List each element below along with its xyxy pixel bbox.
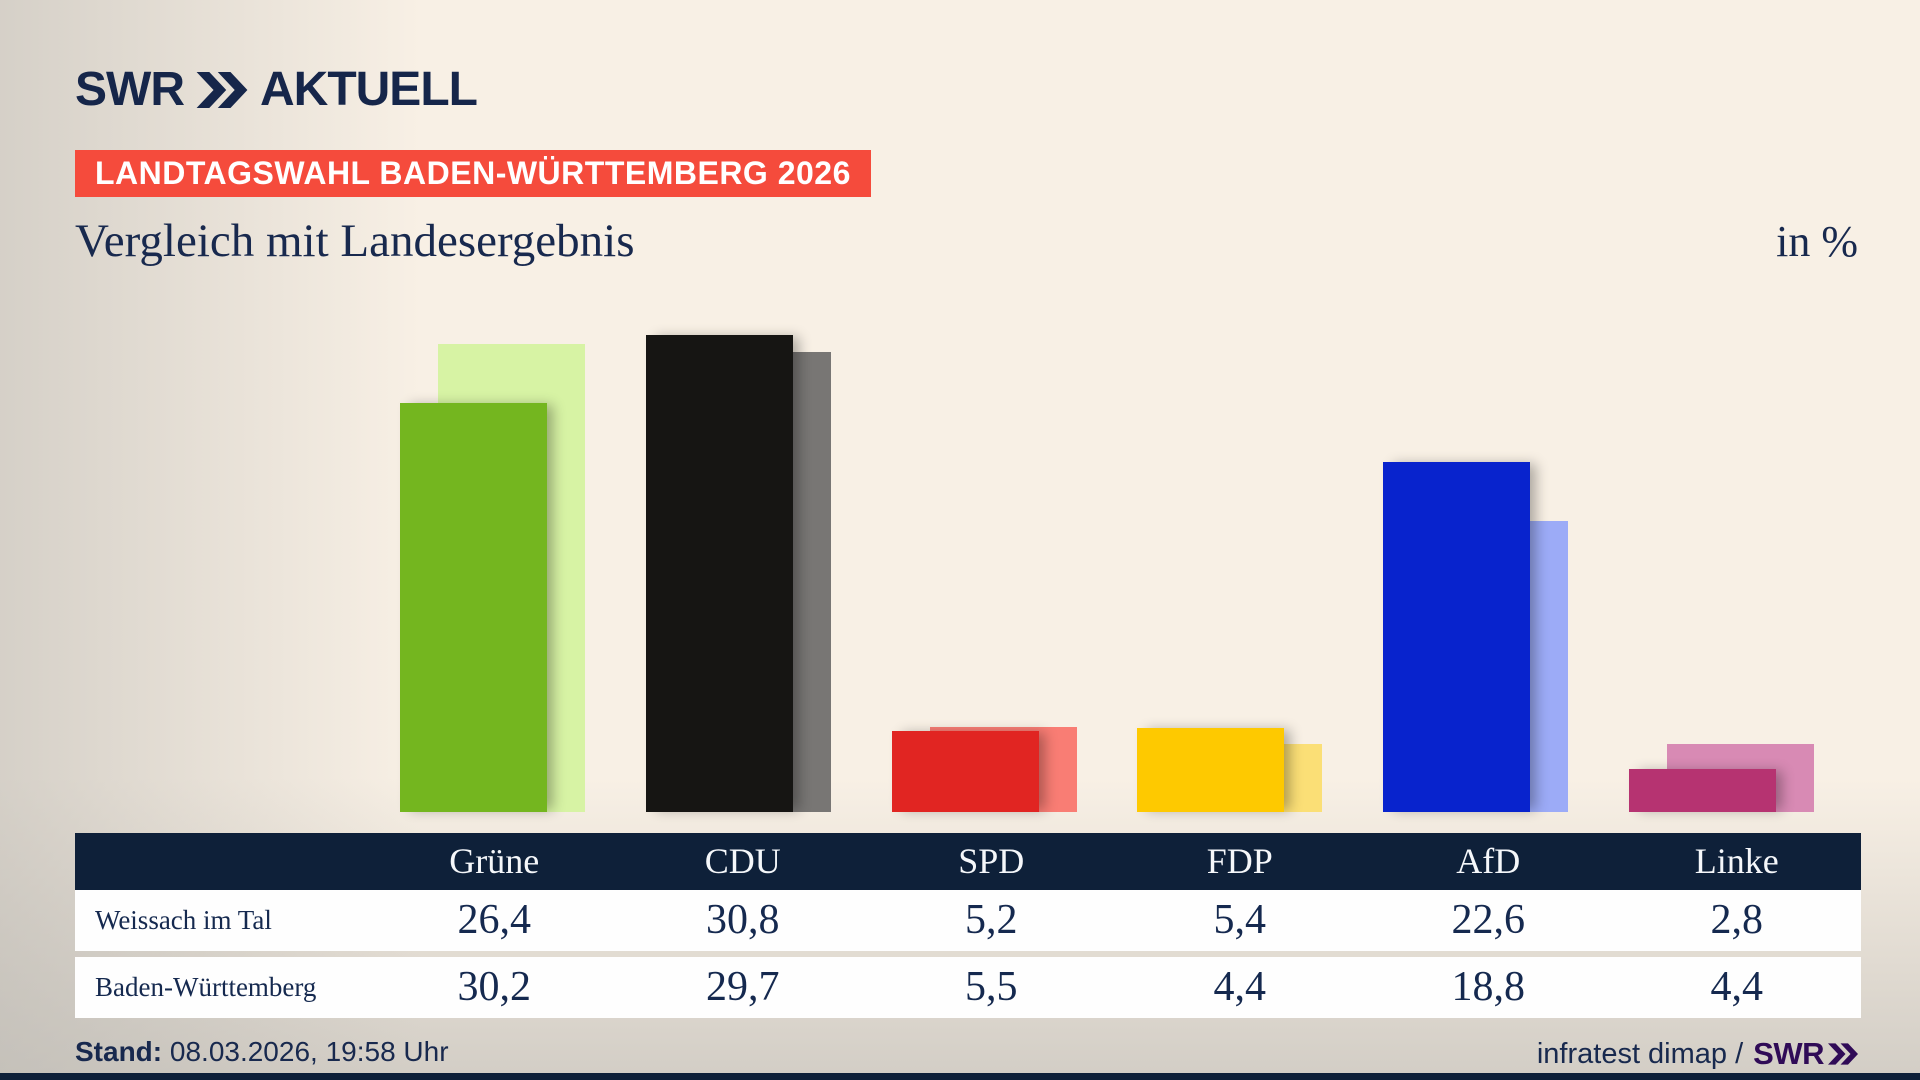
table-row: Weissach im Tal 26,4 30,8 5,2 5,4 22,6 2,8 — [75, 890, 1861, 951]
value-cell: 26,4 — [457, 897, 532, 943]
stand-value: 08.03.2026, 19:58 Uhr — [169, 1036, 449, 1067]
stand-text: Stand: 08.03.2026, 19:58 Uhr — [75, 1036, 449, 1068]
swr-chevrons-icon — [196, 71, 248, 108]
table-corner-cell — [75, 833, 370, 890]
party-column-header: SPD — [958, 841, 1025, 881]
value-cell: 18,8 — [1451, 964, 1526, 1010]
swr-aktuell-logo: SWR AKTUELL — [75, 62, 478, 117]
row-label: Weissach im Tal — [95, 905, 272, 935]
bar-weissach-im-tal-cdu — [645, 334, 793, 812]
value-cell: 4,4 — [1213, 964, 1267, 1010]
party-column-header: FDP — [1206, 841, 1273, 881]
stand-label: Stand: — [75, 1036, 163, 1067]
results-table: Grüne CDU SPD FDP AfD Linke Weissach im Tal 26… — [75, 833, 1861, 1018]
election-banner: LANDTAGSWAHL BADEN-WÜRTTEMBERG 2026 — [75, 150, 871, 197]
row-label: Baden-Württemberg — [95, 972, 317, 1002]
bottom-bar — [0, 1073, 1920, 1080]
value-cell: 29,7 — [706, 964, 780, 1010]
value-cell: 30,2 — [457, 964, 532, 1010]
bar-weissach-im-tal-grne — [400, 402, 547, 812]
aktuell-logo-text: AKTUELL — [259, 63, 478, 116]
swr-logo-text: SWR — [75, 63, 185, 116]
party-column-header: AfD — [1456, 841, 1521, 881]
value-cell: 22,6 — [1451, 897, 1526, 943]
table-row: Baden-Württemberg 30,2 29,7 5,5 4,4 18,8 4,4 — [75, 957, 1861, 1018]
page-title: Vergleich mit Landesergebnis — [75, 215, 635, 267]
unit-label: in % — [1776, 217, 1858, 266]
swr-footer-logo-text: SWR — [1753, 1036, 1824, 1071]
bar-weissach-im-tal-linke — [1629, 768, 1776, 812]
bar-weissach-im-tal-fdp — [1137, 728, 1285, 812]
source-text: infratest dimap / SWR — [1537, 1036, 1858, 1072]
swr-footer-chevrons-icon — [1828, 1043, 1858, 1065]
party-column-header: Linke — [1694, 841, 1779, 881]
source-credit: infratest dimap / — [1536, 1037, 1744, 1070]
bar-weissach-im-tal-afd — [1383, 461, 1531, 812]
swr-footer-logo: SWR — [1753, 1036, 1858, 1072]
party-column-header: Grüne — [449, 841, 540, 881]
value-cell: 5,4 — [1213, 897, 1267, 943]
value-cell: 30,8 — [706, 897, 780, 943]
value-cell: 2,8 — [1710, 897, 1764, 943]
table-header-row: Grüne CDU SPD FDP AfD Linke — [75, 833, 1861, 890]
value-cell: 5,2 — [965, 897, 1018, 943]
value-cell: 5,5 — [965, 964, 1018, 1010]
bar-weissach-im-tal-spd — [891, 731, 1039, 812]
value-cell: 4,4 — [1710, 964, 1764, 1010]
party-column-header: CDU — [704, 841, 781, 881]
